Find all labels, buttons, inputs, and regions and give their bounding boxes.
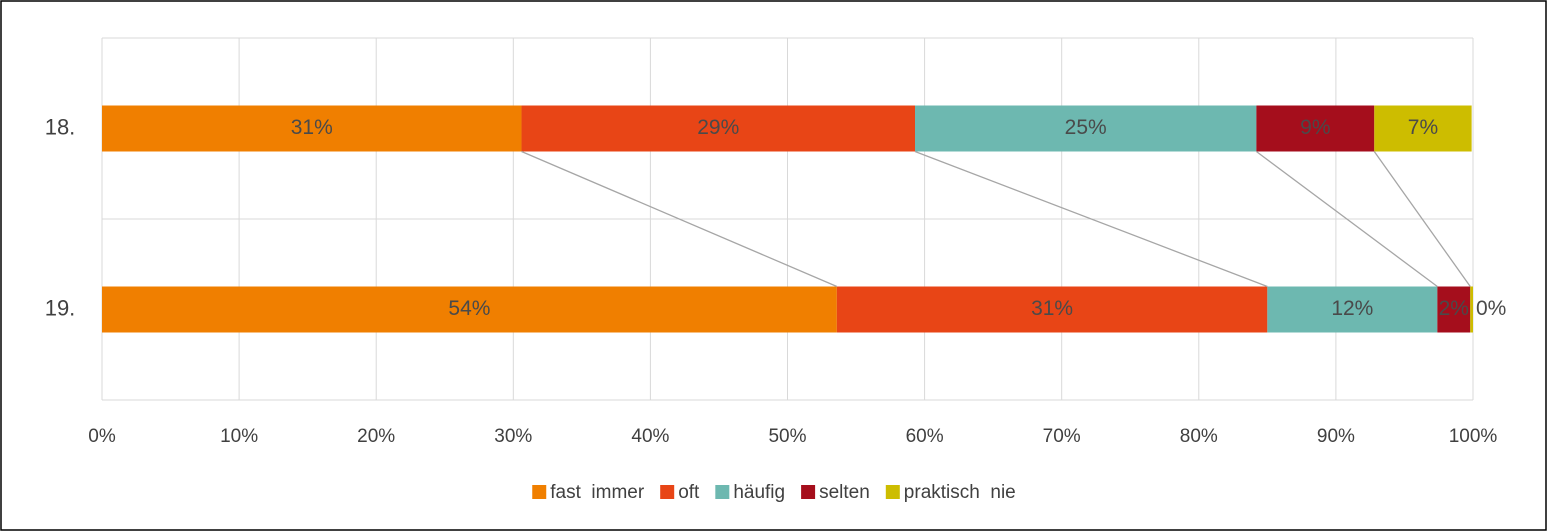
x-tick-label: 70% (1043, 426, 1081, 447)
series-line (521, 150, 838, 288)
series-line (1255, 150, 1438, 288)
x-tick-label: 80% (1180, 426, 1218, 447)
series-line (1373, 151, 1471, 287)
legend: fast immer oft häufig selten praktisch nie (532, 482, 1016, 503)
legend-swatch (715, 485, 730, 499)
data-label: 12% (1331, 297, 1373, 320)
legend-swatch (660, 485, 675, 499)
bar-segment (1437, 286, 1471, 333)
x-tick-label: 10% (220, 426, 258, 447)
bar-segment (1374, 105, 1472, 152)
data-label: 31% (291, 116, 333, 139)
data-label: 54% (448, 297, 490, 320)
x-tick-label: 0% (88, 426, 116, 447)
bar-segment (521, 105, 916, 152)
category-label: 19. (45, 295, 76, 320)
bar-segment (1256, 105, 1375, 152)
legend-swatch (532, 485, 547, 499)
legend-label: praktisch nie (904, 482, 1016, 503)
x-tick-label: 90% (1317, 426, 1355, 447)
data-label: 9% (1300, 116, 1330, 139)
data-label: 25% (1065, 116, 1107, 139)
series-line (914, 150, 1268, 288)
x-tick-label: 100% (1449, 426, 1498, 447)
data-label: 7% (1408, 116, 1438, 139)
bar-segment (1470, 286, 1473, 333)
x-tick-label: 30% (494, 426, 532, 447)
x-tick-label: 50% (768, 426, 806, 447)
data-label: 29% (697, 116, 739, 139)
data-label: 2% (1439, 297, 1469, 320)
legend-label: häufig (733, 482, 785, 503)
bar-segment (102, 286, 837, 333)
legend-swatch (801, 485, 816, 499)
legend-swatch (885, 485, 900, 499)
x-tick-label: 40% (631, 426, 669, 447)
data-label: 0% (1476, 297, 1506, 320)
bar-segment (1267, 286, 1438, 333)
legend-label: fast immer (550, 482, 645, 503)
legend-label: selten (819, 482, 870, 503)
data-label: 31% (1031, 297, 1073, 320)
bar-segment (915, 105, 1257, 152)
bar-segment (102, 105, 522, 152)
category-label: 18. (45, 114, 76, 139)
x-tick-label: 20% (357, 426, 395, 447)
x-tick-label: 60% (906, 426, 944, 447)
legend-label: oft (678, 482, 700, 503)
bar-segment (836, 286, 1268, 333)
